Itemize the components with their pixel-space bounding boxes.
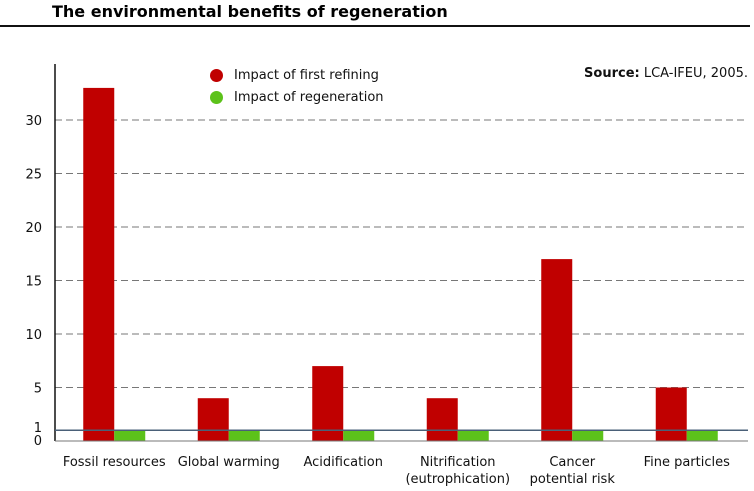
y-tick-label-20: 20 [25,221,42,236]
bar-regeneration-3 [457,430,489,441]
bar-first-refining-3 [426,398,458,441]
y-tick-label-0: 0 [34,434,42,449]
y-tick-label-30: 30 [25,114,42,129]
legend: Impact of first refining Impact of regen… [210,64,384,108]
source-note: Source: LCA-IFEU, 2005. [584,66,748,81]
bar-regeneration-4 [572,430,604,441]
source-text: LCA-IFEU, 2005. [639,66,748,81]
bar-first-refining-1 [197,398,229,441]
y-tick-label-10: 10 [25,328,42,343]
y-tick-label-5: 5 [34,382,42,397]
bar-first-refining-4 [541,259,573,441]
y-tick-label-15: 15 [25,275,42,290]
x-tick-label-1: Global warming [177,455,280,470]
x-tick-label-4: Cancer potential risk [529,455,615,487]
legend-label-first-refining: Impact of first refining [234,67,379,83]
legend-swatch-first-refining [210,68,223,82]
bar-regeneration-0 [114,430,146,441]
bar-regeneration-2 [343,430,375,441]
bar-regeneration-5 [686,430,718,441]
x-tick-label-5: Fine particles [643,455,730,470]
legend-item-regeneration: Impact of regeneration [210,86,384,108]
legend-label-regeneration: Impact of regeneration [234,89,384,105]
bar-first-refining-0 [83,87,115,442]
chart-title: The environmental benefits of regenerati… [52,2,448,21]
y-tick-label-1: 1 [34,421,42,436]
legend-swatch-regeneration [210,90,223,104]
bar-first-refining-5 [655,387,687,441]
title-rule [0,25,750,27]
x-tick-label-0: Fossil resources [62,455,166,470]
legend-item-first-refining: Impact of first refining [210,64,384,86]
x-axis-labels: Fossil resources Global warming Acidificat… [0,454,754,491]
y-tick-label-25: 25 [25,168,42,183]
source-label: Source: [584,66,640,81]
bar-first-refining-2 [312,366,344,441]
bar-regeneration-1 [228,430,260,441]
x-tick-label-2: Acidification [303,455,384,470]
x-tick-label-3: Nitrification (eutrophication) [405,455,511,487]
